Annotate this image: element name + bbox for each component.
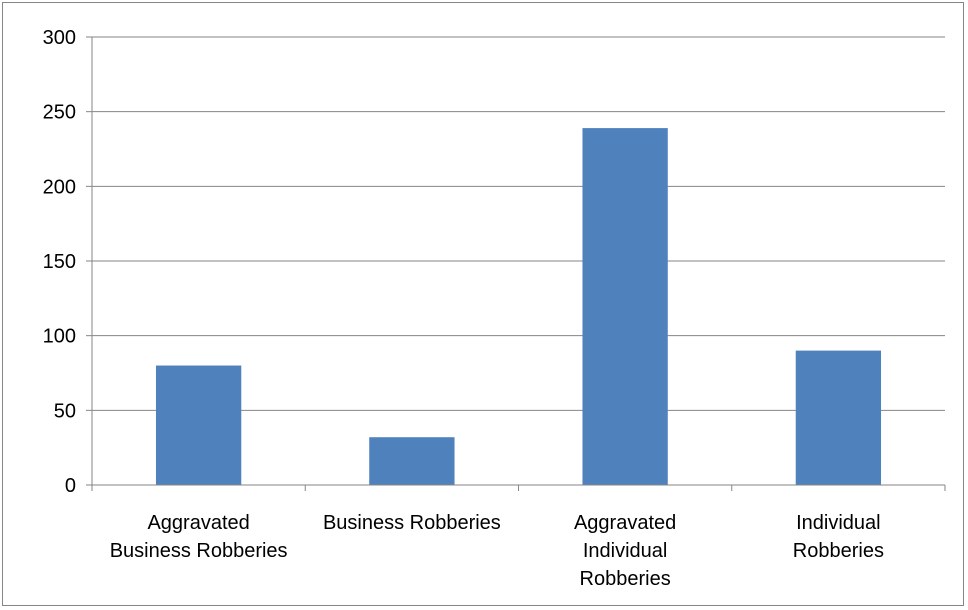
bar (155, 365, 242, 485)
y-tick-label: 0 (65, 475, 76, 497)
x-category-label-line: Individual (796, 512, 881, 534)
x-category-label-line: Business Robberies (110, 540, 288, 562)
x-category-label-line: Robberies (793, 540, 884, 562)
x-category-label: Business Robberies (323, 512, 501, 534)
bar (369, 437, 455, 485)
bar (795, 350, 882, 485)
x-category-label-line: Robberies (580, 568, 671, 590)
bar (582, 128, 668, 486)
labels: 0 50 100 150 200 250 300 Aggravated Business Rob… (43, 27, 884, 590)
x-category-label: Aggravated Business Robberies (110, 512, 288, 562)
x-category-label-line: Individual (583, 540, 668, 562)
x-category-label: Aggravated Individual Robberies (574, 512, 676, 590)
axes (86, 36, 946, 491)
x-category-label-line: Aggravated (574, 512, 676, 534)
x-category-label-line: Business Robberies (323, 512, 501, 534)
y-tick-label: 200 (43, 176, 76, 198)
x-category-label-line: Aggravated (147, 512, 249, 534)
y-tick-label: 150 (43, 251, 76, 273)
x-category-label: Individual Robberies (793, 512, 884, 562)
bars (155, 128, 882, 486)
y-tick-label: 50 (54, 400, 76, 422)
y-tick-label: 300 (43, 27, 76, 49)
y-tick-label: 100 (43, 326, 76, 348)
y-tick-label: 250 (43, 102, 76, 124)
